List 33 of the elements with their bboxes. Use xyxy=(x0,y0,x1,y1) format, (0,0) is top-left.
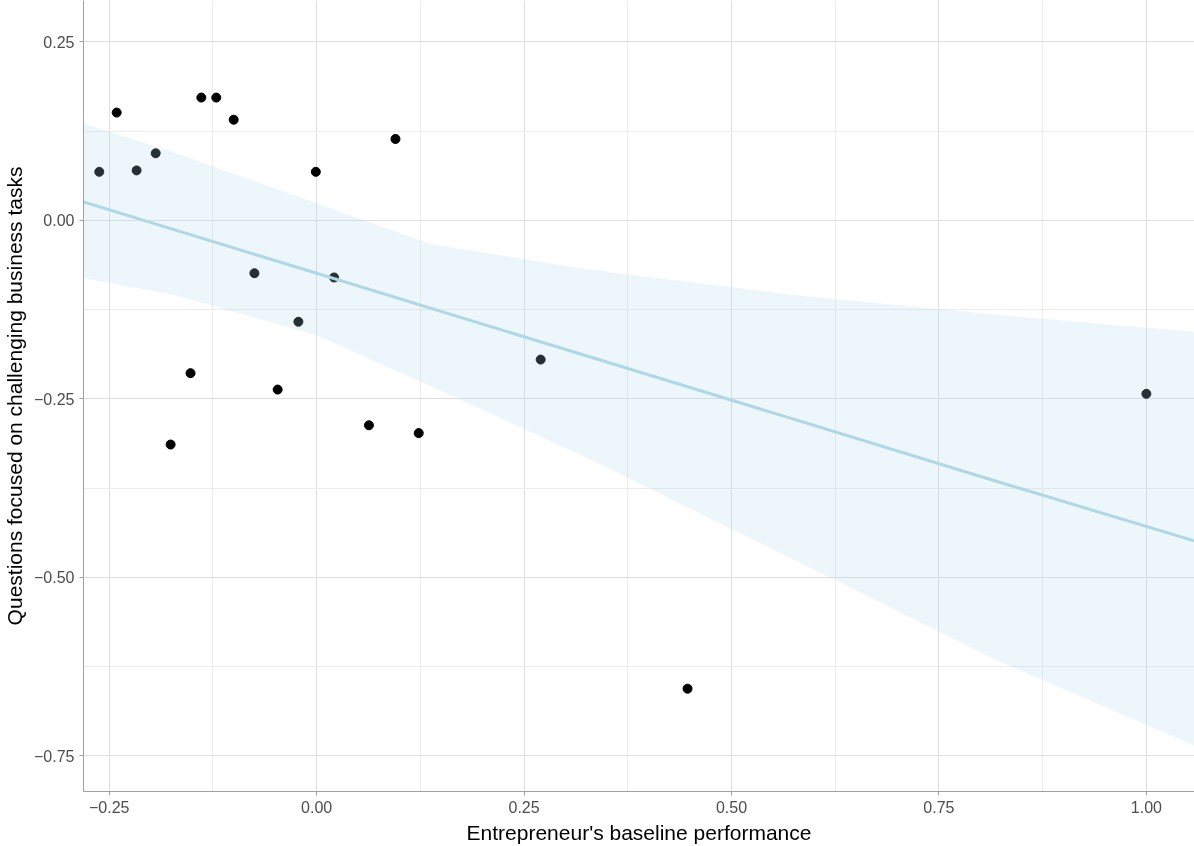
y-tick-label: 0.25 xyxy=(43,33,75,51)
x-tick-label: 0.50 xyxy=(715,798,748,816)
point xyxy=(196,92,207,103)
point xyxy=(111,107,122,118)
point xyxy=(272,384,283,395)
point xyxy=(211,92,222,103)
text: 0.00 xyxy=(301,798,333,816)
point xyxy=(363,420,374,431)
point xyxy=(682,683,693,694)
x-tick-label: 0.25 xyxy=(508,798,540,816)
point xyxy=(310,166,321,177)
point xyxy=(228,114,239,125)
point xyxy=(535,354,546,365)
point xyxy=(293,316,304,327)
point xyxy=(131,165,142,176)
x-axis-title: Entrepreneur's baseline performance xyxy=(466,820,812,844)
y-tick-label: −0.75 xyxy=(34,747,75,765)
y-tick-label: −0.25 xyxy=(34,390,75,408)
point xyxy=(94,166,105,177)
point xyxy=(165,439,176,450)
y-tick-label: 0.00 xyxy=(43,212,75,230)
point xyxy=(249,268,260,279)
line-series xyxy=(83,200,1194,543)
x-tick-label: 1.00 xyxy=(1130,798,1163,816)
point xyxy=(185,368,196,379)
point xyxy=(413,428,424,439)
y-tick-label: −0.50 xyxy=(34,569,75,587)
point xyxy=(150,148,161,159)
x-tick-label: 0.75 xyxy=(923,798,955,816)
x-tick-label: −0.25 xyxy=(88,798,130,816)
point xyxy=(1141,388,1152,399)
y-axis-title: Questions focused on challenging business tasks xyxy=(3,166,27,626)
point xyxy=(390,134,401,144)
